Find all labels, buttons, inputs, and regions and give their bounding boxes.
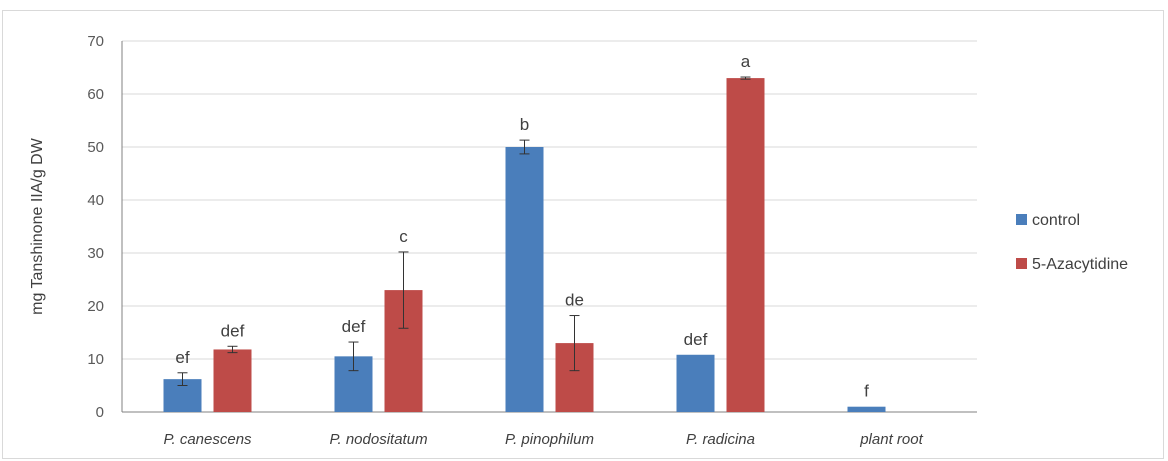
y-tick-label: 40 [87, 192, 104, 209]
y-tick-label: 20 [87, 298, 104, 315]
data-label: c [399, 227, 408, 246]
y-axis-label: mg Tanshinone IIA/g DW [29, 137, 46, 315]
bar [213, 349, 252, 412]
data-label: f [864, 382, 869, 401]
bars [163, 78, 886, 412]
data-label: ef [175, 348, 189, 367]
category-label: plant root [859, 431, 923, 448]
data-label: de [565, 291, 584, 310]
bar [726, 78, 765, 412]
gridlines [121, 40, 977, 413]
category-labels: P. canescens P. nodositatum P. pinophilum P… [163, 431, 923, 448]
data-label: def [342, 317, 366, 336]
legend: control 5-Azacytidine [1016, 212, 1128, 273]
legend-label: control [1032, 212, 1080, 229]
y-tick-label: 10 [87, 351, 104, 368]
bar [505, 147, 544, 412]
y-tick-label: 60 [87, 86, 104, 103]
y-tick-label: 70 [87, 33, 104, 50]
legend-swatch [1016, 214, 1027, 225]
data-labels: ef def def c b de def a f [175, 52, 869, 401]
bar [676, 354, 715, 412]
y-tick-label: 50 [87, 139, 104, 156]
legend-swatch [1016, 258, 1027, 269]
category-label: P. radicina [686, 431, 755, 448]
category-label: P. canescens [163, 431, 252, 448]
y-tick-labels: 0 10 20 30 40 50 60 70 [87, 33, 104, 421]
data-label: def [684, 330, 708, 349]
y-tick-label: 0 [96, 404, 104, 421]
category-label: P. pinophilum [505, 431, 594, 448]
category-label: P. nodositatum [329, 431, 427, 448]
error-bars [177, 76, 751, 386]
data-label: b [520, 115, 529, 134]
data-label: def [221, 321, 245, 340]
y-tick-label: 30 [87, 245, 104, 262]
data-label: a [741, 52, 751, 71]
bar [847, 406, 886, 412]
legend-label: 5-Azacytidine [1032, 256, 1128, 273]
